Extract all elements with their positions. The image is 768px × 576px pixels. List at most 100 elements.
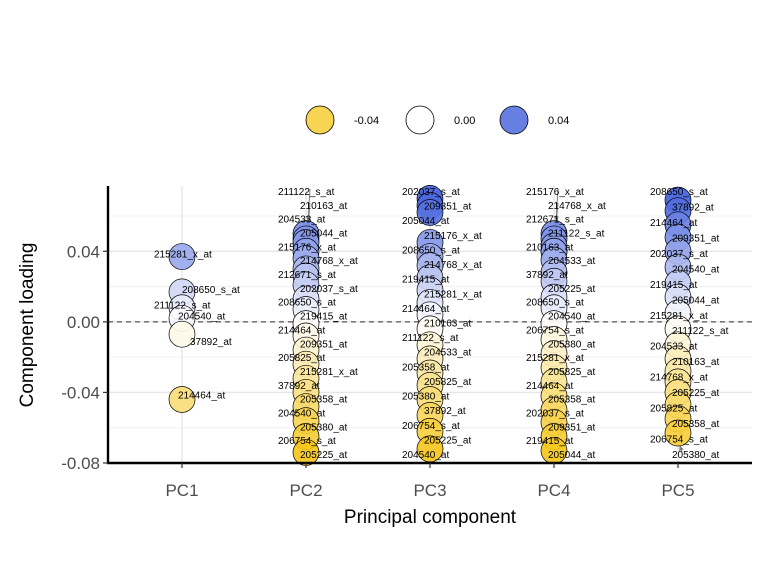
- point-label: 215176_x_at: [526, 187, 584, 198]
- point-label: 205044_at: [300, 229, 347, 240]
- x-tick-label: PC5: [661, 481, 694, 500]
- point-label: 211122_s_at: [278, 187, 335, 198]
- point-label: 208650_s_at: [526, 298, 584, 309]
- y-tick-label: 0.04: [67, 242, 100, 261]
- loading-point: [168, 243, 196, 270]
- point-label: 209351_at: [424, 202, 471, 213]
- point-label: 204540_at: [402, 450, 449, 461]
- axes: -0.08 -0.04 0.00 0.04 PC1 PC2 PC3 PC4 PC5: [61, 186, 752, 500]
- point-label: 212671_s_at: [526, 215, 584, 226]
- point-label: 215176_x_at: [278, 242, 336, 253]
- point-label: 205358_at: [672, 419, 719, 430]
- point-label: 210163_at: [300, 201, 347, 212]
- point-label: 205825_at: [424, 377, 471, 388]
- point-label: 211122_s_at: [672, 326, 729, 337]
- point-label: 205825_at: [650, 404, 697, 415]
- y-tick-label: -0.04: [61, 383, 100, 402]
- point-label: 204533_at: [650, 342, 697, 353]
- point-label: 215281_x_at: [424, 289, 482, 300]
- point-label: 214768_x_at: [650, 373, 708, 384]
- point-label: 214768_x_at: [548, 201, 606, 212]
- x-tick-label: PC3: [413, 481, 446, 500]
- x-tick-label: PC2: [289, 481, 322, 500]
- x-axis-title: Principal component: [344, 507, 517, 528]
- point-label: 214464_at: [526, 381, 573, 392]
- point-label: 204540_at: [278, 408, 325, 419]
- point-label: 202037_s_at: [402, 187, 460, 198]
- point-label: 205044_at: [402, 216, 449, 227]
- point-label: 209351_at: [672, 233, 719, 244]
- legend-label: 0.00: [454, 115, 475, 127]
- point-label: 219415_at: [526, 436, 573, 447]
- point-label: 37892_at: [672, 202, 714, 213]
- point-label: 211122_s_at: [402, 333, 459, 344]
- loading-point: [416, 199, 444, 226]
- x-tick-label: PC4: [537, 481, 570, 500]
- loading-point: [664, 419, 692, 447]
- point-label: 210163_at: [672, 357, 719, 368]
- point-label: 205358_at: [300, 395, 347, 406]
- legend-label: 0.04: [548, 115, 569, 127]
- point-labels: 215281_x_at208650_s_at211122_s_at204540_…: [154, 187, 729, 461]
- label-arrow: [553, 188, 559, 222]
- point-label: 210163_at: [526, 242, 573, 253]
- point-label: 206754_s_at: [278, 436, 336, 447]
- point-label: 219415_at: [402, 275, 449, 286]
- point-label: 204540_at: [178, 311, 225, 322]
- point-label: 206754_s_at: [650, 435, 708, 446]
- point-label: 206754_s_at: [526, 325, 584, 336]
- point-label: 214464_at: [650, 218, 697, 229]
- y-tick-label: 0.00: [67, 313, 100, 332]
- point-label: 214464_at: [278, 325, 325, 336]
- point-label: 215281_x_at: [154, 250, 212, 261]
- legend-swatch: [405, 105, 435, 135]
- label-arrow: [305, 188, 311, 222]
- point-label: 205380_at: [300, 422, 347, 433]
- point-label: 205225_at: [300, 450, 347, 461]
- legend-swatch: [499, 105, 529, 135]
- point-label: 208650_s_at: [402, 245, 460, 256]
- point-label: 206754_s_at: [402, 421, 460, 432]
- loading-point: [168, 320, 196, 348]
- loading-point: [168, 386, 196, 413]
- point-label: 219415_at: [300, 312, 347, 323]
- point-label: 204533_at: [424, 348, 471, 359]
- point-label: 202037_s_at: [650, 249, 708, 260]
- label-arrow: [679, 445, 684, 453]
- point-label: 214768_x_at: [300, 256, 358, 267]
- point-label: 205225_at: [672, 388, 719, 399]
- point-label: 204533_at: [548, 256, 595, 267]
- point-label: 205225_at: [424, 435, 471, 446]
- point-label: 202037_s_at: [526, 408, 584, 419]
- point-label: 205380_at: [402, 392, 449, 403]
- point-label: 205044_at: [548, 450, 595, 461]
- legend-swatch: [305, 105, 335, 135]
- point-label: 37892_at: [190, 337, 232, 348]
- x-tick-label: PC1: [165, 481, 198, 500]
- point-label: 37892_at: [424, 406, 466, 417]
- point-label: 208650_s_at: [278, 298, 336, 309]
- label-arrows: [305, 188, 685, 453]
- point-label: 209351_at: [548, 422, 595, 433]
- points: [168, 185, 692, 466]
- legend-label: -0.04: [354, 115, 379, 127]
- legend: -0.04 0.00 0.04: [305, 105, 569, 135]
- point-label: 205358_at: [402, 362, 449, 373]
- point-label: 37892_at: [278, 381, 320, 392]
- point-label: 205225_at: [548, 284, 595, 295]
- point-label: 215176_x_at: [424, 231, 482, 242]
- point-label: 214464_at: [178, 390, 225, 401]
- point-label: 205044_at: [672, 295, 719, 306]
- point-label: 205380_at: [672, 450, 719, 461]
- point-label: 212671_s_at: [278, 270, 336, 281]
- point-label: 211122_s_at: [154, 301, 211, 312]
- point-label: 204533_at: [278, 215, 325, 226]
- point-label: 204540_at: [548, 312, 595, 323]
- point-label: 202037_s_at: [300, 284, 358, 295]
- point-label: 210163_at: [424, 319, 471, 330]
- point-label: 205825_at: [278, 353, 325, 364]
- point-label: 211122_s_at: [548, 229, 605, 240]
- point-label: 37892_at: [526, 270, 568, 281]
- point-label: 208650_s_at: [650, 187, 708, 198]
